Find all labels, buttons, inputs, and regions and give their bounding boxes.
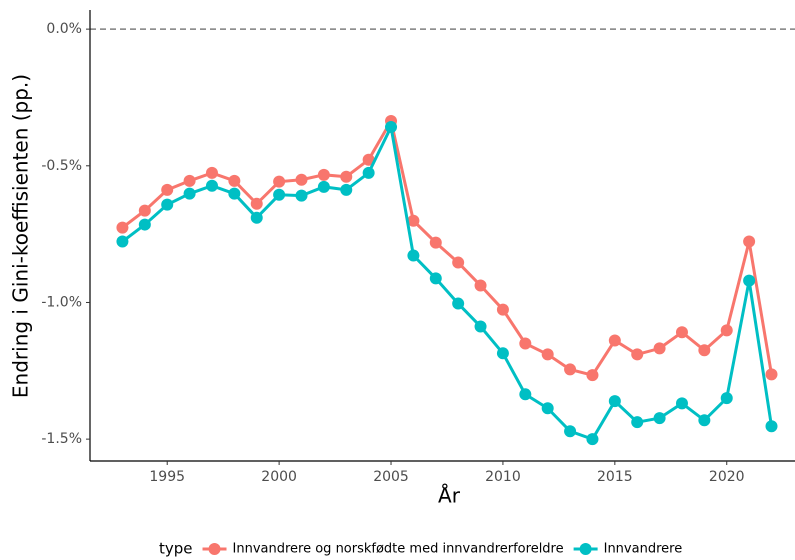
point: [362, 153, 375, 166]
point: [429, 236, 442, 249]
series-line: [121, 116, 773, 377]
point: [675, 397, 688, 410]
x-tick-label: 2015: [597, 469, 633, 485]
point: [564, 425, 577, 438]
legend-title: type: [159, 540, 193, 558]
point: [317, 180, 330, 193]
legend-label: Innvandrere: [604, 542, 683, 557]
x-tick-label: 2000: [261, 469, 297, 485]
point: [720, 392, 733, 405]
point: [161, 198, 174, 211]
point: [116, 221, 129, 234]
y-axis-label: Endring i Gini-koeffisienten (pp.): [9, 74, 33, 398]
point: [273, 188, 286, 201]
point: [116, 235, 129, 248]
y-tick-label: -1.0%: [41, 294, 82, 310]
x-tick-label: 2020: [709, 469, 745, 485]
point: [631, 348, 644, 361]
point: [743, 274, 756, 287]
point: [250, 211, 263, 224]
point: [698, 344, 711, 357]
point: [631, 416, 644, 429]
legend-swatch-point: [579, 543, 592, 555]
point: [452, 256, 465, 269]
point: [586, 433, 599, 446]
point: [228, 174, 241, 187]
point: [429, 272, 442, 285]
legend-label: Innvandrere og norskfødte med innvandrer…: [233, 542, 564, 557]
point: [653, 412, 666, 425]
point: [205, 166, 218, 179]
x-axis-label: År: [438, 484, 461, 508]
point: [228, 187, 241, 200]
point: [317, 168, 330, 181]
point: [519, 388, 532, 401]
point: [765, 420, 778, 433]
point: [138, 204, 151, 217]
x-tick-label: 2005: [373, 469, 409, 485]
point: [698, 414, 711, 427]
point: [586, 369, 599, 382]
point: [496, 347, 509, 360]
point: [765, 368, 778, 381]
point: [250, 197, 263, 210]
point: [273, 175, 286, 188]
legend-swatch-point: [208, 543, 221, 555]
y-tick-label: 0.0%: [46, 21, 82, 37]
point: [362, 166, 375, 179]
point: [205, 179, 218, 192]
point: [608, 334, 621, 347]
point: [407, 214, 420, 227]
series-line: [121, 122, 773, 441]
point: [541, 348, 554, 361]
point: [720, 324, 733, 337]
point: [474, 320, 487, 333]
y-tick-label: -1.5%: [41, 431, 82, 447]
point: [161, 183, 174, 196]
point: [340, 170, 353, 183]
y-tick-label: -0.5%: [41, 158, 82, 174]
point: [407, 249, 420, 262]
point: [183, 174, 196, 187]
point: [564, 363, 577, 376]
point: [474, 279, 487, 292]
point: [138, 218, 151, 231]
point: [452, 297, 465, 310]
point: [295, 173, 308, 186]
point: [385, 120, 398, 133]
point: [743, 235, 756, 248]
point: [340, 183, 353, 196]
x-tick-label: 1995: [149, 469, 185, 485]
point: [496, 303, 509, 316]
point: [653, 342, 666, 355]
point: [675, 326, 688, 339]
point: [608, 395, 621, 408]
x-tick-label: 2010: [485, 469, 521, 485]
point: [541, 402, 554, 415]
point: [295, 189, 308, 202]
point: [519, 337, 532, 350]
point: [183, 187, 196, 200]
